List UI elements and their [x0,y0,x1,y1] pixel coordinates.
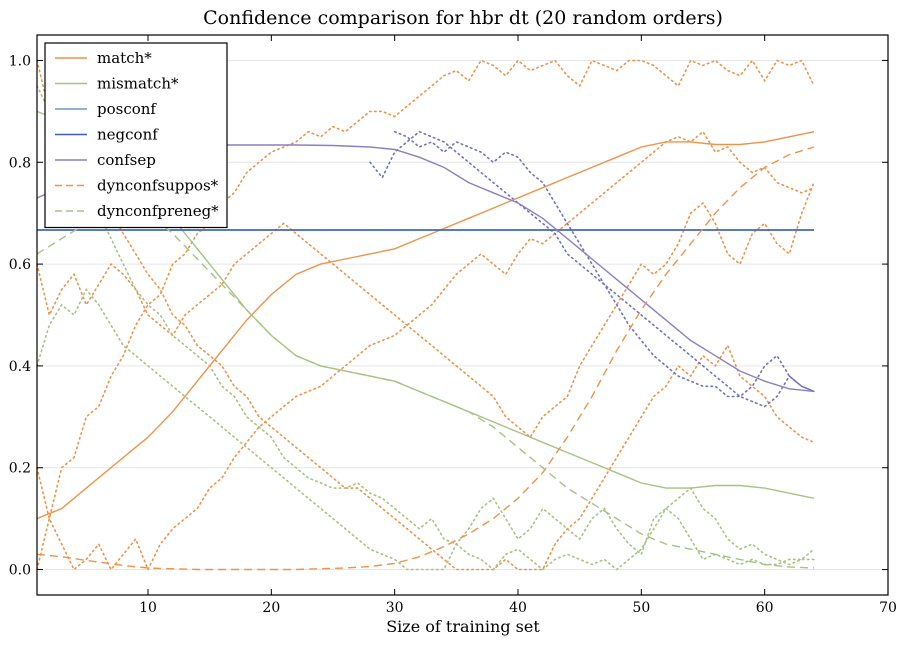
legend: match* mismatch* posconf negconf confsep dync… [44,42,228,229]
legend-label: posconf [97,100,157,118]
legend-label: dynconfsuppos* [97,177,219,195]
legend-label: confsep [97,151,156,169]
x-tick-label: 60 [756,600,774,616]
y-tick-label: 0.2 [9,461,31,477]
y-tick-label: 0.0 [9,563,31,579]
series-line-5 [36,146,815,571]
x-tick-label: 20 [262,600,280,616]
x-tick-label: 40 [509,600,527,616]
series-line-6 [36,212,815,569]
dotted-trace [36,59,815,571]
y-tick-label: 1.0 [9,53,31,69]
chart-title: Confidence comparison for hbr dt (20 ran… [203,7,723,29]
dotted-trace [369,130,815,408]
x-tick-label: 70 [879,600,897,616]
x-axis-label: Size of training set [386,617,540,636]
legend-label: negconf [97,126,159,144]
dotted-trace [393,130,815,398]
dotted-trace [36,181,815,439]
y-tick-label: 0.4 [9,359,31,375]
dotted-trace [36,288,815,571]
legend-label: match* [97,49,152,67]
dotted-trace [36,85,815,571]
x-tick-label: 50 [632,600,650,616]
series-line-0 [36,131,815,520]
y-tick-label: 0.8 [9,155,31,171]
dotted-trace [36,59,815,571]
y-tick-label: 0.6 [9,257,31,273]
legend-label: mismatch* [97,75,179,93]
x-tick-label: 30 [386,600,404,616]
legend-label: dynconfpreneg* [97,202,219,220]
x-tick-label: 10 [139,600,157,616]
dotted-trace [36,130,815,572]
plot-frame [36,34,889,596]
axis-ticks: 10 20 30 40 50 60 70 0.0 0.2 0.4 0.6 0.8 1.0 [9,35,897,616]
dotted-traces [36,59,815,572]
